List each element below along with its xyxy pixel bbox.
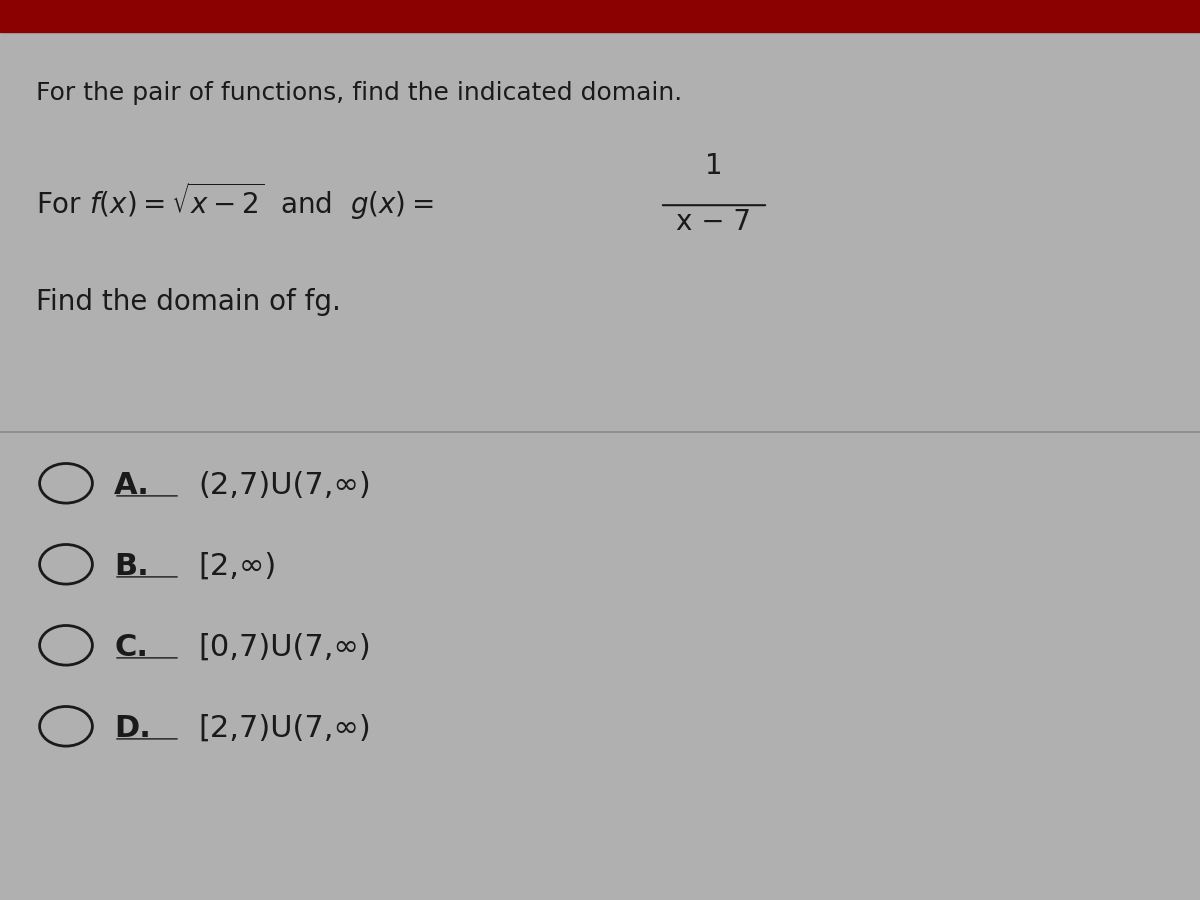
Text: 1: 1 [706, 152, 722, 180]
Text: x − 7: x − 7 [677, 208, 751, 236]
Text: A.: A. [114, 471, 150, 500]
Text: D.: D. [114, 714, 151, 742]
Text: [2,7)U(7,∞): [2,7)U(7,∞) [198, 714, 371, 742]
Text: (2,7)U(7,∞): (2,7)U(7,∞) [198, 471, 371, 500]
Text: For the pair of functions, find the indicated domain.: For the pair of functions, find the indi… [36, 81, 683, 105]
Text: Find the domain of fg.: Find the domain of fg. [36, 288, 341, 316]
Text: C.: C. [114, 633, 148, 662]
Text: [2,∞): [2,∞) [198, 552, 276, 581]
Text: [0,7)U(7,∞): [0,7)U(7,∞) [198, 633, 371, 662]
Text: For $f(x) = \sqrt{x-2}$  and  $g(x) =$: For $f(x) = \sqrt{x-2}$ and $g(x) =$ [36, 180, 433, 221]
Text: B.: B. [114, 552, 149, 581]
Bar [0, 0, 1200, 32]
